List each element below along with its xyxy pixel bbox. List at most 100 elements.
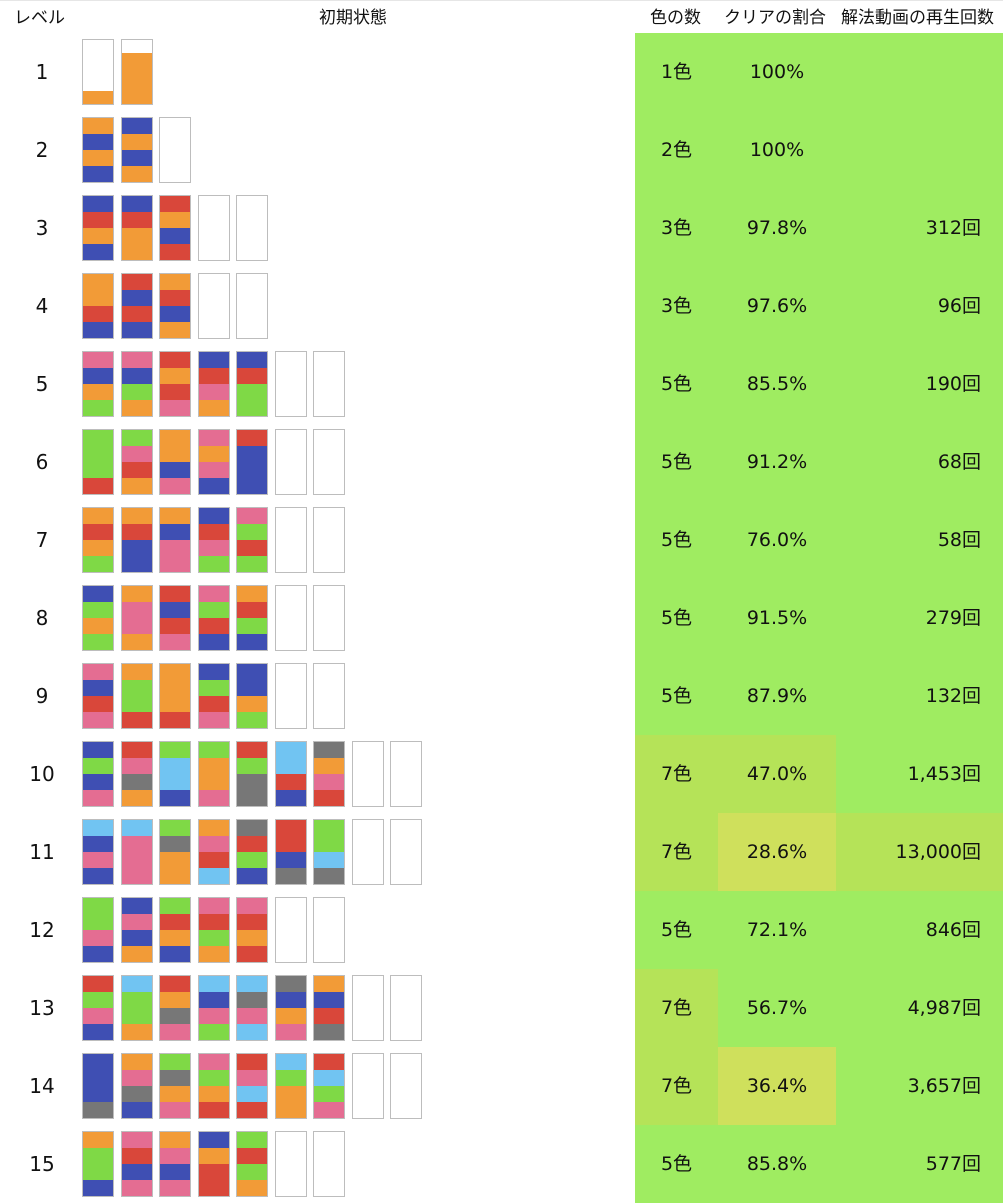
- color-count-cell: 7色: [635, 969, 718, 1047]
- tube-segment: [83, 118, 113, 134]
- tube-segment: [83, 556, 113, 572]
- tube-segment: [121, 478, 152, 494]
- level-number: 3: [35, 216, 49, 240]
- tube-segment: [83, 1132, 113, 1148]
- filled-tube: [159, 663, 191, 729]
- tube-segment: [121, 790, 152, 806]
- tube-segment: [275, 1102, 306, 1118]
- filled-tube: [197, 1053, 230, 1119]
- color-count-cell: 5色: [635, 891, 718, 969]
- tube-segment: [237, 1070, 267, 1086]
- filled-tube: [236, 585, 268, 651]
- tube-segment: [314, 836, 344, 852]
- empty-tube: [274, 507, 307, 573]
- tube-segment: [121, 868, 152, 884]
- tube-segment: [83, 1164, 113, 1180]
- filled-tube: [82, 1053, 114, 1119]
- tube-segment: [83, 696, 113, 712]
- video-plays-cell: [836, 33, 1003, 111]
- empty-tube: [390, 819, 422, 885]
- tube-segment: [237, 758, 267, 774]
- color-count-cell: 7色: [635, 735, 718, 813]
- tube-segment: [121, 1008, 152, 1024]
- tube-segment: [121, 352, 152, 368]
- tube-segment: [275, 1008, 306, 1024]
- tube-segment: [160, 1180, 190, 1196]
- tube-segment: [160, 462, 190, 478]
- tube-segment: [237, 1102, 267, 1118]
- tube-segment: [83, 1102, 113, 1118]
- tube-segment: [237, 1086, 267, 1102]
- tube-segment: [160, 602, 190, 618]
- empty-tube: [236, 195, 268, 261]
- filled-tube: [236, 897, 268, 963]
- filled-tube: [313, 819, 345, 885]
- tube-segment: [198, 992, 229, 1008]
- tube-segment: [83, 290, 113, 306]
- tube-segment: [198, 400, 229, 416]
- filled-tube: [159, 351, 191, 417]
- empty-tube: [159, 117, 191, 183]
- tube-segment: [237, 478, 267, 494]
- tube-segment: [83, 852, 113, 868]
- tube-segment: [121, 368, 152, 384]
- tube-segment: [121, 820, 152, 836]
- level-number: 6: [35, 450, 49, 474]
- color-count-cell: 1色: [635, 33, 718, 111]
- tube-segment: [83, 1180, 113, 1196]
- filled-tube: [82, 585, 114, 651]
- video-plays-cell: 577回: [836, 1125, 1003, 1203]
- tube-segment: [83, 322, 113, 338]
- tube-segment: [83, 836, 113, 852]
- filled-tube: [82, 507, 114, 573]
- tube-segment: [237, 462, 267, 478]
- empty-tube: [313, 663, 345, 729]
- filled-tube: [197, 741, 230, 807]
- filled-tube: [82, 741, 114, 807]
- header-clear-rate: クリアの割合: [724, 8, 826, 28]
- tube-segment: [314, 1070, 344, 1086]
- level-number: 5: [35, 372, 49, 396]
- tube-segment: [121, 134, 152, 150]
- tube-segment: [83, 758, 113, 774]
- tube-segment: [160, 836, 190, 852]
- tube-segment: [83, 66, 113, 79]
- tube-segment: [237, 680, 267, 696]
- tube-segment: [160, 930, 190, 946]
- clear-rate-cell: 91.5%: [718, 579, 836, 657]
- tube-segment: [237, 1180, 267, 1196]
- tube-segment: [237, 664, 267, 680]
- color-count-cell: 5色: [635, 423, 718, 501]
- clear-rate-cell: 87.9%: [718, 657, 836, 735]
- empty-tube: [274, 1131, 307, 1197]
- tube-segment: [83, 196, 113, 212]
- tube-segment: [198, 664, 229, 680]
- tube-segment: [198, 1086, 229, 1102]
- tube-segment: [160, 1024, 190, 1040]
- color-count-cell: 5色: [635, 579, 718, 657]
- tube-segment: [198, 1148, 229, 1164]
- tube-segment: [275, 836, 306, 852]
- tube-segment: [83, 820, 113, 836]
- level-number: 13: [29, 996, 55, 1020]
- filled-tube: [197, 1131, 230, 1197]
- filled-tube: [159, 585, 191, 651]
- empty-tube: [313, 897, 345, 963]
- tube-segment: [121, 446, 152, 462]
- filled-tube: [313, 1053, 345, 1119]
- tube-segment: [237, 556, 267, 572]
- tube-segment: [121, 742, 152, 758]
- tube-segment: [83, 680, 113, 696]
- tube-segment: [275, 868, 306, 884]
- tube-segment: [121, 150, 152, 166]
- tube-segment: [121, 1164, 152, 1180]
- tube-segment: [121, 586, 152, 602]
- empty-tube: [390, 975, 422, 1041]
- tube-segment: [83, 91, 113, 104]
- video-plays-cell: [836, 111, 1003, 189]
- tube-segment: [237, 774, 267, 790]
- tube-segment: [160, 228, 190, 244]
- empty-tube: [390, 1053, 422, 1119]
- tube-segment: [121, 1070, 152, 1086]
- filled-tube: [236, 741, 268, 807]
